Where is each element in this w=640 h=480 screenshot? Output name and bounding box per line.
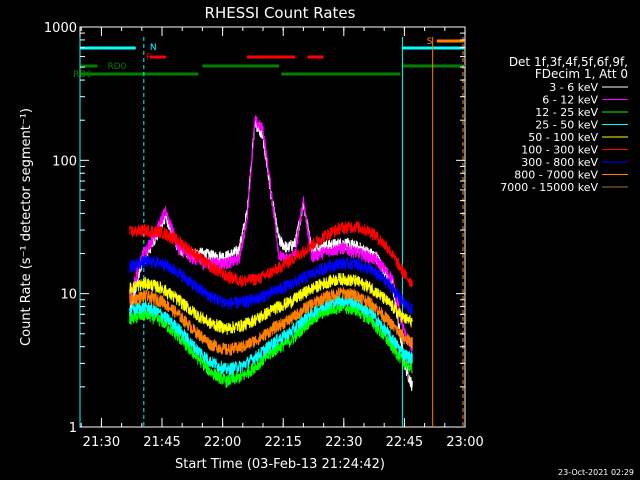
footer-date: 23-Oct-2021 02:29 bbox=[558, 468, 634, 477]
legend-label-6-12-kev: 6 - 12 keV bbox=[542, 94, 598, 107]
flare-flag-label: F bbox=[146, 53, 151, 63]
instrument-flag-bars: NF S RD0 RD6 bbox=[73, 37, 465, 427]
legend-label-800-7000-kev: 800 - 7000 keV bbox=[514, 169, 598, 182]
legend-label-300-800-kev: 300 - 800 keV bbox=[521, 156, 598, 169]
legend-label-3-6-kev: 3 - 6 keV bbox=[549, 81, 598, 94]
series-line-800-7000-kev bbox=[129, 287, 413, 356]
y-tick-label: 1000 bbox=[44, 21, 77, 36]
rd0-flag-label: RD0 bbox=[107, 62, 126, 72]
legend-label-25-50-kev: 25 - 50 keV bbox=[535, 119, 598, 132]
series-line-100-300-kev bbox=[129, 220, 413, 288]
series-line-300-800-kev bbox=[129, 255, 413, 315]
legend-label-12-25-kev: 12 - 25 keV bbox=[535, 106, 598, 119]
x-tick-label: 21:45 bbox=[143, 435, 180, 450]
y-tick-label: 100 bbox=[52, 154, 77, 169]
legend-label-7000-15000-kev: 7000 - 15000 keV bbox=[500, 181, 598, 194]
night-flag-label: N bbox=[150, 43, 157, 53]
x-tick-label: 22:15 bbox=[264, 435, 301, 450]
series-line-25-50-kev bbox=[129, 294, 413, 377]
series-layer bbox=[129, 115, 413, 391]
y-tick-label: 10 bbox=[60, 288, 77, 303]
legend-header-line-2: FDecim 1, Att 0 bbox=[535, 67, 628, 81]
legend-label-100-300-kev: 100 - 300 keV bbox=[521, 144, 598, 157]
series-line-6-12-kev bbox=[129, 115, 413, 352]
rd6-flag-label: RD6 bbox=[73, 70, 92, 80]
x-tick-label: 22:30 bbox=[325, 435, 362, 450]
x-tick-label: 22:45 bbox=[386, 435, 423, 450]
legend-label-50-100-kev: 50 - 100 keV bbox=[528, 131, 598, 144]
x-tick-label: 21:30 bbox=[83, 435, 120, 450]
series-line-50-100-kev bbox=[129, 272, 413, 335]
x-tick-label: 23:00 bbox=[446, 435, 483, 450]
x-axis-label: Start Time (03-Feb-13 21:24:42) bbox=[175, 457, 385, 472]
chart-title: RHESSI Count Rates bbox=[205, 4, 356, 22]
saa-flag-label: S bbox=[427, 37, 433, 47]
x-tick-label: 22:00 bbox=[204, 435, 241, 450]
y-tick-label: 1 bbox=[69, 421, 77, 436]
axes-layer: 21:30 21:45 22:00 22:15 22:30 22:45 23:00 1 10 10… bbox=[44, 21, 484, 450]
legend-header-line-1: Det 1f,3f,4f,5f,6f,9f, bbox=[509, 55, 628, 69]
y-axis-label: Count Rate (s⁻¹ detector segment⁻¹) bbox=[19, 108, 34, 346]
legend: Det 1f,3f,4f,5f,6f,9f, FDecim 1, Att 0 3… bbox=[500, 55, 628, 194]
